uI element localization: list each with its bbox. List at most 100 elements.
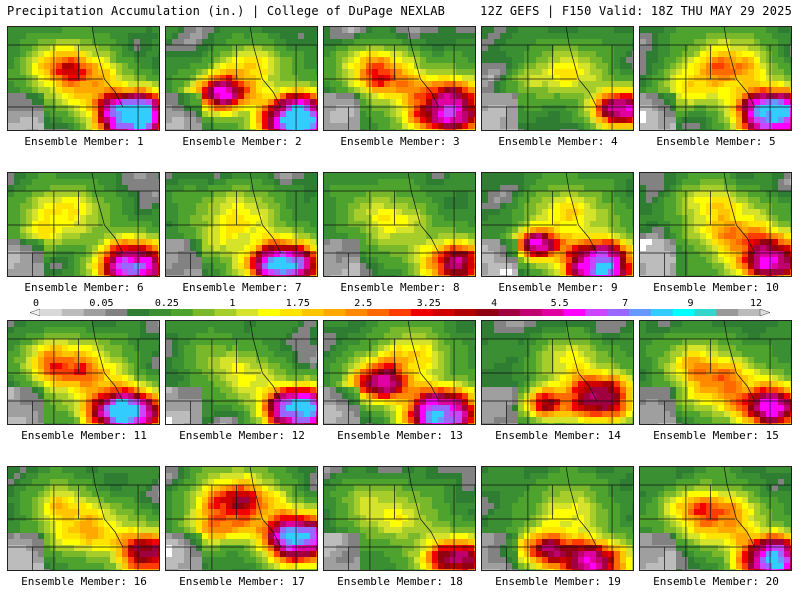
colorbar-swatch [367, 309, 390, 316]
colorbar-swatch [520, 309, 543, 316]
ensemble-member-label: Ensemble Member: 10 [653, 281, 779, 294]
state-boundary [723, 321, 756, 402]
colorbar-swatch [563, 309, 586, 316]
model-valid-time: 12Z GEFS | F150 Valid: 18Z THU MAY 29 20… [480, 4, 792, 18]
colorbar-swatch [716, 309, 739, 316]
state-boundary [407, 27, 440, 108]
state-boundary [723, 173, 756, 254]
precipitation-field [482, 173, 633, 276]
ensemble-member-map [7, 320, 160, 425]
colorbar-swatch [301, 309, 325, 316]
figure-title: Precipitation Accumulation (in.) | Colle… [7, 4, 446, 18]
ensemble-member-label: Ensemble Member: 14 [495, 429, 621, 442]
precipitation-field [324, 27, 475, 130]
ensemble-member-label: Ensemble Member: 8 [340, 281, 460, 294]
ensemble-member-map [323, 320, 476, 425]
ensemble-member-label: Ensemble Member: 13 [337, 429, 463, 442]
colorbar-swatch [585, 309, 608, 316]
ensemble-member-map [323, 466, 476, 571]
colorbar-swatch [694, 309, 717, 316]
colorbar-tick-label: 12 [750, 298, 762, 309]
ensemble-member-label: Ensemble Member: 3 [340, 135, 460, 148]
state-boundary [91, 27, 124, 108]
ensemble-member-label: Ensemble Member: 4 [498, 135, 618, 148]
ensemble-member-label: Ensemble Member: 2 [182, 135, 302, 148]
ensemble-member-label: Ensemble Member: 1 [24, 135, 144, 148]
ensemble-member-map [639, 26, 792, 131]
colorbar-swatch [629, 309, 652, 316]
colorbar-tick-label: 5.5 [551, 298, 569, 309]
colorbar-swatch [541, 309, 565, 316]
ensemble-member-label: Ensemble Member: 19 [495, 575, 621, 588]
ensemble-member-map [639, 320, 792, 425]
colorbar-swatch [236, 309, 259, 316]
precipitation-field [482, 321, 633, 424]
ensemble-member-label: Ensemble Member: 15 [653, 429, 779, 442]
colorbar-tick-label: 3.25 [417, 298, 441, 309]
colorbar-swatch [389, 309, 412, 316]
colorbar-tick-label: 2.5 [354, 298, 372, 309]
ensemble-member-map [165, 320, 318, 425]
colorbar-tick-label: 9 [688, 298, 694, 309]
precipitation-field [640, 173, 791, 276]
ensemble-member-map [165, 172, 318, 277]
colorbar-tick-label: 1.75 [286, 298, 310, 309]
precipitation-field [640, 321, 791, 424]
colorbar-swatch [61, 309, 85, 316]
precipitation-field [166, 467, 317, 570]
state-boundary [407, 321, 440, 402]
state-boundary [723, 467, 756, 548]
colorbar-tick-label: 7 [622, 298, 628, 309]
color-scale-legend: 0 0.05 0.25 1 1.75 2.5 3.25 4 5.5 7 9 12 [29, 298, 771, 317]
colorbar-tick-label: 1 [229, 298, 235, 309]
ensemble-member-map [481, 172, 634, 277]
colorbar-swatch [192, 309, 215, 316]
precipitation-field [8, 27, 159, 130]
precipitation-field [482, 27, 633, 130]
ensemble-member-label: Ensemble Member: 12 [179, 429, 305, 442]
precipitation-field [324, 321, 475, 424]
state-boundary [91, 321, 124, 402]
colorbar-swatch [454, 309, 477, 316]
ensemble-member-map [481, 466, 634, 571]
colorbar-swatch [476, 309, 499, 316]
colorbar-swatch [105, 309, 128, 316]
ensemble-member-map [7, 466, 160, 571]
ensemble-member-label: Ensemble Member: 11 [21, 429, 147, 442]
state-boundary [249, 467, 282, 548]
precipitation-field [166, 321, 317, 424]
ensemble-member-label: Ensemble Member: 17 [179, 575, 305, 588]
state-boundary [723, 27, 756, 108]
precipitation-field [8, 173, 159, 276]
colorbar-swatch [650, 309, 674, 316]
ensemble-member-map [165, 26, 318, 131]
state-boundary [407, 173, 440, 254]
state-boundary [565, 321, 598, 402]
precipitation-field [640, 27, 791, 130]
state-boundary [91, 467, 124, 548]
precipitation-field [8, 321, 159, 424]
ensemble-member-map [639, 172, 792, 277]
colorbar-max-arrow [759, 308, 771, 317]
colorbar-tick-label: 4 [491, 298, 497, 309]
colorbar-swatch [258, 309, 281, 316]
colorbar-swatch [410, 309, 434, 316]
colorbar-tick-label: 0 [33, 298, 39, 309]
state-boundary [565, 467, 598, 548]
colorbar-tick-label: 0.25 [155, 298, 179, 309]
state-boundary [565, 27, 598, 108]
state-boundary [91, 173, 124, 254]
precipitation-field [482, 467, 633, 570]
colorbar-swatch [149, 309, 172, 316]
state-boundary [565, 173, 598, 254]
colorbar-swatch [127, 309, 150, 316]
precipitation-field [8, 467, 159, 570]
colorbar-swatch [498, 309, 521, 316]
ensemble-member-map [639, 466, 792, 571]
state-boundary [249, 173, 282, 254]
colorbar-swatch [345, 309, 368, 316]
colorbar-swatch [170, 309, 194, 316]
colorbar-swatch [738, 309, 761, 316]
colorbar-tick-label: 0.05 [89, 298, 113, 309]
colorbar-swatch [40, 309, 63, 316]
